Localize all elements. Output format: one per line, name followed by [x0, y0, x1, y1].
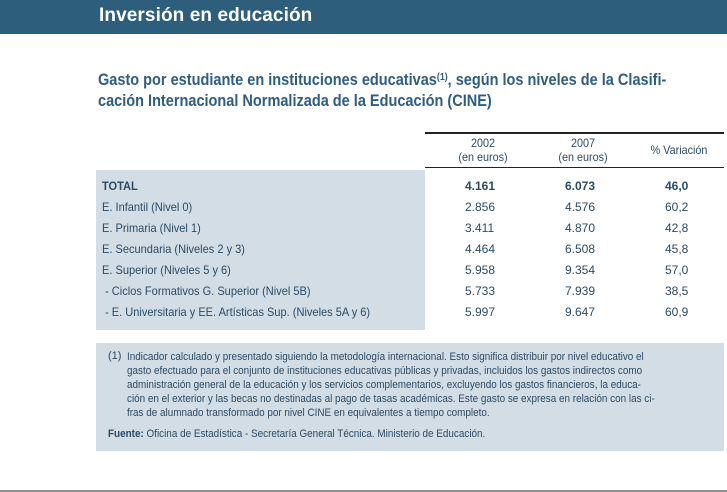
column-header-line: 2002: [470, 136, 496, 150]
footnote-panel: [96, 343, 724, 451]
cell-2002: 5.997: [465, 305, 496, 319]
footnote-ref: (1): [436, 72, 448, 83]
column-header-2007: 2007 (en euros): [552, 136, 615, 164]
row-label: E. Infantil (Nivel 0): [102, 200, 193, 214]
row-label: - E. Universitaria y EE. Artísticas Sup.…: [102, 305, 371, 319]
title-line1-b: , según los niveles de la Clasifi-: [447, 71, 667, 89]
table-row: E. Infantil (Nivel 0) 2.856 4.576 60,2: [0, 200, 727, 221]
cell-variation: 38,5: [665, 284, 689, 298]
page-bottom-rule: [0, 490, 727, 492]
table-header-rule: [425, 167, 724, 168]
cell-2002: 4.161: [465, 179, 496, 193]
column-header-line: (en euros): [458, 150, 508, 164]
cell-2002: 3.411: [465, 221, 495, 235]
table-row: E. Primaria (Nivel 1) 3.411 4.870 42,8: [0, 221, 727, 242]
cell-2002: 5.733: [465, 284, 496, 298]
table-row: - E. Universitaria y EE. Artísticas Sup.…: [0, 305, 727, 326]
table-title: Gasto por estudiante en instituciones ed…: [98, 70, 666, 112]
title-line1-a: Gasto por estudiante en instituciones ed…: [98, 71, 437, 89]
cell-2007: 4.870: [565, 221, 596, 235]
table-row: E. Secundaria (Niveles 2 y 3) 4.464 6.50…: [0, 242, 727, 263]
title-line2: cación Internacional Normalizada de la E…: [98, 92, 492, 110]
row-label: TOTAL: [102, 179, 138, 193]
column-header-line: % Variación: [650, 143, 708, 157]
column-header-variation: % Variación: [639, 143, 720, 157]
row-labels-panel: [96, 170, 425, 330]
cell-variation: 45,8: [665, 242, 689, 256]
cell-2007: 9.647: [565, 305, 596, 319]
cell-2002: 2.856: [465, 200, 496, 214]
cell-variation: 46,0: [665, 179, 689, 193]
cell-2007: 6.508: [565, 242, 596, 256]
cell-2002: 5.958: [465, 263, 496, 277]
footnote-line: gasto efectuado para el conjunto de inst…: [127, 365, 643, 377]
footnote-line: ción en el exterior y las becas no desti…: [127, 393, 655, 405]
source-text: Oficina de Estadística - Secretaría Gene…: [143, 428, 486, 440]
column-header-line: (en euros): [558, 150, 608, 164]
footnote-line: fras de alumnado transformado por nivel …: [127, 407, 490, 419]
cell-variation: 57,0: [665, 263, 689, 277]
footnote-line: Indicador calculado y presentado siguien…: [127, 351, 644, 363]
footnote-marker: (1): [108, 350, 122, 362]
row-label: E. Primaria (Nivel 1): [102, 221, 201, 235]
section-title: Inversión en educación: [99, 5, 313, 26]
table-row: TOTAL 4.161 6.073 46,0: [0, 179, 727, 200]
cell-2007: 9.354: [565, 263, 596, 277]
cell-variation: 60,2: [665, 200, 689, 214]
footnote-line: administración general de la educación y…: [127, 379, 641, 391]
table-top-rule: [425, 132, 724, 134]
column-header-2002: 2002 (en euros): [452, 136, 515, 164]
row-label: E. Superior (Niveles 5 y 6): [102, 263, 231, 277]
row-label: E. Secundaria (Niveles 2 y 3): [102, 242, 245, 256]
cell-2007: 6.073: [565, 179, 596, 193]
cell-2007: 4.576: [565, 200, 596, 214]
row-label: - Ciclos Formativos G. Superior (Nivel 5…: [102, 284, 311, 298]
cell-variation: 42,8: [665, 221, 689, 235]
cell-2007: 7.939: [565, 284, 596, 298]
cell-2002: 4.464: [465, 242, 496, 256]
table-row: E. Superior (Niveles 5 y 6) 5.958 9.354 …: [0, 263, 727, 284]
cell-variation: 60,9: [665, 305, 689, 319]
section-header-bar: Inversión en educación: [0, 0, 727, 34]
table-row: - Ciclos Formativos G. Superior (Nivel 5…: [0, 284, 727, 305]
source-label: Fuente:: [108, 428, 144, 440]
column-header-line: 2007: [570, 136, 596, 150]
footnote-text: Indicador calculado y presentado siguien…: [127, 350, 717, 420]
source-note: Fuente: Oficina de Estadística - Secreta…: [108, 428, 485, 440]
